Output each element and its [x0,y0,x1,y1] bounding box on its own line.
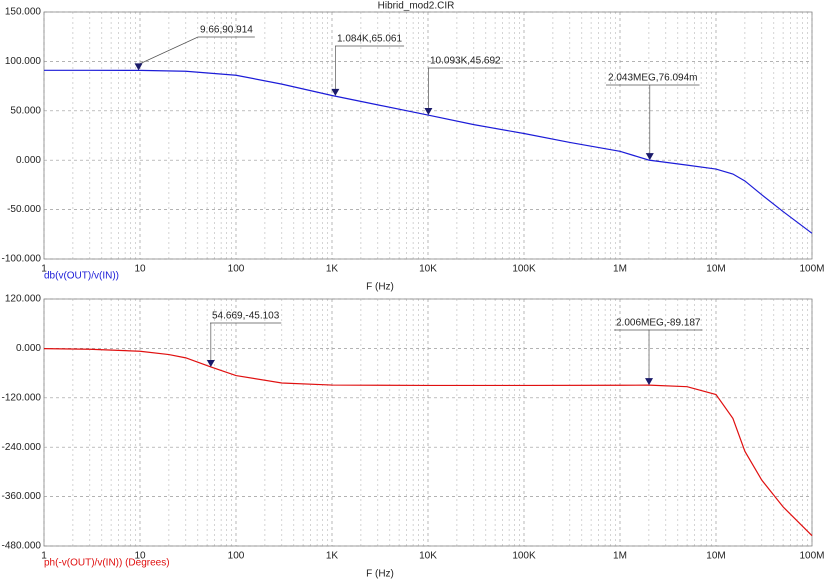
x-tick-label: 100 [228,551,245,562]
y-tick-label: -120.000 [2,392,42,403]
y-tick-label: 150.000 [5,7,42,18]
x-tick-label: 1 [41,264,47,275]
annotation-label: 1.084K,65.061 [337,34,402,45]
x-tick-label: 1K [326,264,339,275]
y-tick-label: 0.000 [16,155,41,166]
annotation-label: 2.043MEG,76.094m [608,73,698,84]
series-line [44,69,813,234]
annotation-label: 9.66,90.914 [200,25,253,36]
series-label: db(v(OUT)/v(IN)) [44,271,119,282]
annotation-label: 10.093K,45.692 [430,56,501,67]
x-tick-label: 100 [228,264,245,275]
x-tick-label: 10M [706,264,725,275]
y-tick-label: -360.000 [2,491,42,502]
y-tick-label: 100.000 [5,56,42,67]
x-tick-label: 10K [419,264,437,275]
annotation-marker [206,359,215,367]
x-axis-label: F (Hz) [366,569,394,580]
y-tick-label: 0.000 [16,343,41,354]
x-axis-label: F (Hz) [366,282,394,293]
y-tick-label: -100.000 [2,254,42,265]
annotation-marker [645,153,654,161]
annotation-leader [138,36,199,65]
annotation-marker [134,63,143,71]
y-tick-label: 50.000 [10,105,41,116]
plot-frame [43,298,813,547]
y-tick-label: -50.000 [7,204,41,215]
annotation-marker [331,88,340,96]
annotation-marker [645,378,654,386]
series-label: ph(-v(OUT)/v(IN)) (Degrees) [44,558,170,569]
plot-frame [43,11,813,260]
annotation-label: 2.006MEG,-89.187 [616,318,701,329]
x-tick-label: 100M [799,551,824,562]
x-tick-label: 1M [613,551,627,562]
x-tick-label: 1K [326,551,339,562]
x-tick-label: 10K [419,551,437,562]
x-tick-label: 100K [512,264,536,275]
x-tick-label: 100M [799,264,824,275]
annotation-marker [424,108,433,116]
y-tick-label: -240.000 [2,442,42,453]
y-tick-label: -480.000 [2,541,42,552]
annotation-label: 54.669,-45.103 [212,311,280,322]
chart-title: Hibrid_mod2.CIR [378,1,455,12]
x-tick-label: 10 [134,264,146,275]
series-line [43,348,813,537]
x-tick-label: 10 [134,551,146,562]
x-tick-label: 1M [613,264,627,275]
x-tick-label: 100K [512,551,536,562]
x-tick-label: 10M [706,551,725,562]
x-tick-label: 1 [41,551,47,562]
y-tick-label: 120.000 [5,294,42,305]
